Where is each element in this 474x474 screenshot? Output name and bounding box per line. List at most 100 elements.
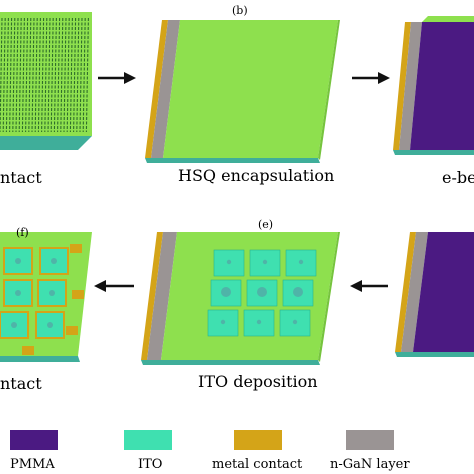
ito-pad <box>207 309 239 337</box>
hsq-edge-c <box>422 16 474 22</box>
panel-b-label: (b) <box>232 4 248 17</box>
nanowire <box>44 17 48 133</box>
pmma-layer-c <box>410 22 474 150</box>
panel-e-label: (e) <box>258 218 273 231</box>
gan-layer-c <box>399 22 422 150</box>
nanowire <box>76 17 80 133</box>
panel-c-caption: e-be <box>442 168 474 187</box>
ito-pad <box>249 249 281 277</box>
metal-contact-c <box>393 22 411 150</box>
device-spot <box>257 287 267 297</box>
nanowire <box>82 17 86 133</box>
nanowire <box>21 17 25 133</box>
panel-f-caption: ntact <box>0 374 42 393</box>
nanowire <box>37 17 41 133</box>
ito-pad-with-contact <box>35 311 65 339</box>
metal-contact-b <box>145 20 168 158</box>
gan-layer-d <box>401 232 428 352</box>
nanowire-array <box>0 17 89 133</box>
ito-pad-with-contact <box>37 279 67 307</box>
legend-label-pmma: PMMA <box>10 457 55 472</box>
nanowire <box>66 17 70 133</box>
arrow-b-to-c <box>352 72 390 84</box>
legend-swatch-ito <box>124 430 172 450</box>
arrow-e-to-f <box>94 280 134 292</box>
device-spot <box>49 290 55 296</box>
nanowire <box>57 17 61 133</box>
substrate-edge-d <box>395 352 474 357</box>
device-spot <box>47 322 53 328</box>
device-spot <box>51 258 57 264</box>
panel-e-caption: ITO deposition <box>198 372 318 391</box>
nanowire <box>50 17 54 133</box>
nanowire <box>28 17 32 133</box>
legend-swatch-metal <box>234 430 282 450</box>
metal-contact-d <box>395 232 416 352</box>
nanowire <box>25 17 29 133</box>
device-spot <box>298 259 304 265</box>
device-spot <box>221 287 231 297</box>
contact-pad <box>22 346 34 355</box>
nanowire <box>5 17 9 133</box>
panel-f: (f) ntact <box>0 226 92 393</box>
ito-pads-e <box>207 249 317 337</box>
arrow-a-to-b <box>98 72 136 84</box>
nanowire <box>60 17 64 133</box>
nanowire <box>85 17 89 133</box>
panel-a: ntact <box>0 12 92 187</box>
nanowire <box>34 17 38 133</box>
contact-grid-f <box>0 244 84 355</box>
nanowire <box>18 17 22 133</box>
legend-swatch-pmma <box>10 430 58 450</box>
substrate-side-a <box>0 136 92 150</box>
hsq-edge-b <box>318 20 340 160</box>
panel-b-caption: HSQ encapsulation <box>178 166 334 185</box>
nanowire <box>41 17 45 133</box>
arrow-d-to-e <box>350 280 388 292</box>
nanowire <box>73 17 77 133</box>
gan-layer-e <box>147 232 177 360</box>
panel-c: e-be <box>393 16 474 187</box>
hsq-layer-b <box>163 20 338 158</box>
panel-a-caption: ntact <box>0 168 42 187</box>
device-spot <box>226 259 232 265</box>
nanowire <box>15 17 19 133</box>
legend-label-metal: metal contact <box>212 457 303 472</box>
nanowire <box>63 17 67 133</box>
substrate-edge-f <box>0 356 80 362</box>
legend-swatch-gan <box>346 430 394 450</box>
gan-layer-b <box>151 20 180 158</box>
ito-pad-with-contact <box>0 311 29 339</box>
substrate-edge-c <box>393 150 474 155</box>
panel-d <box>395 232 474 357</box>
device-spot <box>293 287 303 297</box>
nanowire <box>0 17 3 133</box>
legend: PMMA ITO metal contact n-GaN layer <box>10 430 410 472</box>
device-spot <box>256 319 262 325</box>
nanowire <box>9 17 13 133</box>
legend-label-gan: n-GaN layer <box>330 457 410 472</box>
substrate-edge-e <box>141 360 320 365</box>
device-spot <box>220 319 226 325</box>
contact-pad <box>72 290 84 299</box>
legend-label-ito: ITO <box>138 457 162 472</box>
nanowire <box>53 17 57 133</box>
device-spot <box>15 290 21 296</box>
device-spot <box>15 258 21 264</box>
panel-f-label: (f) <box>16 226 29 239</box>
nanowire <box>12 17 16 133</box>
substrate-edge-b <box>145 158 320 163</box>
contact-pad <box>66 326 78 335</box>
hsq-edge-e <box>318 232 340 362</box>
nanowire <box>2 17 6 133</box>
nanowire <box>79 17 83 133</box>
pmma-layer-d <box>413 232 474 352</box>
nanowire <box>69 17 73 133</box>
device-spot <box>262 259 268 265</box>
contact-pad <box>70 244 82 253</box>
panel-e: (e) ITO deposition <box>141 218 340 391</box>
device-spot <box>292 319 298 325</box>
panel-b: (b) HSQ encapsulation <box>145 4 340 185</box>
nanowire <box>47 17 51 133</box>
